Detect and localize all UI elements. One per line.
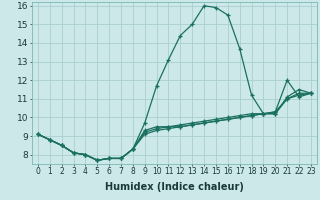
X-axis label: Humidex (Indice chaleur): Humidex (Indice chaleur) bbox=[105, 182, 244, 192]
